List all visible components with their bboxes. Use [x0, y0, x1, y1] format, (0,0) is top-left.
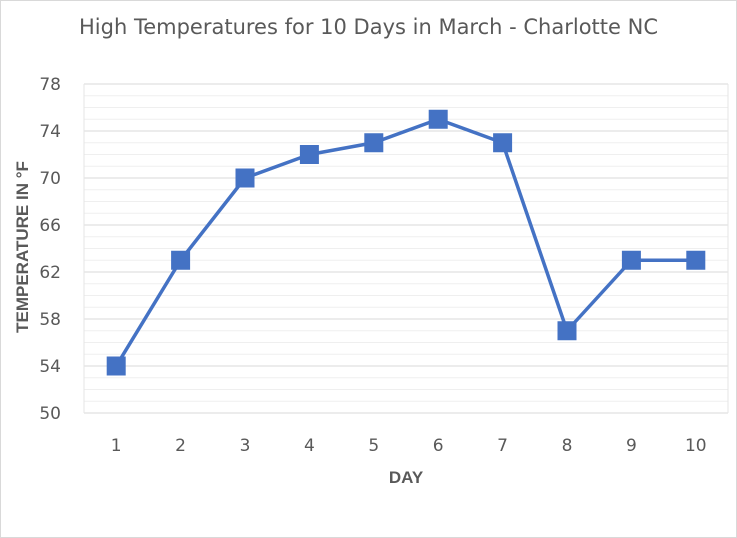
data-point-marker	[299, 145, 319, 164]
x-tick-label: 10	[685, 436, 707, 456]
y-tick-label: 66	[39, 216, 61, 236]
chart-title: High Temperatures for 10 Days in March -…	[79, 15, 658, 39]
x-tick-label: 8	[562, 436, 573, 456]
y-axis-title: TEMPERATURE IN °F	[13, 161, 32, 333]
data-point-marker	[106, 356, 126, 376]
x-axis-title: DAY	[389, 468, 424, 487]
x-tick-label: 2	[175, 436, 186, 456]
y-tick-label: 74	[39, 122, 61, 142]
series-line	[114, 117, 698, 368]
data-point-marker	[364, 133, 384, 153]
y-tick-label: 62	[39, 263, 61, 283]
x-tick-label: 7	[497, 436, 508, 456]
x-tick-label: 4	[304, 436, 315, 456]
x-tick-label: 3	[240, 436, 251, 456]
y-tick-label: 54	[39, 357, 61, 377]
data-point-marker	[493, 133, 513, 153]
data-point-marker	[428, 109, 448, 129]
y-tick-label: 70	[39, 169, 61, 189]
y-axis-ticks: 50 54 58 62 66 70 74 78	[39, 75, 61, 424]
y-tick-label: 58	[39, 310, 61, 330]
x-tick-label: 1	[111, 436, 122, 456]
x-axis-ticks: 1 2 3 4 5 6 7 8 9 10	[111, 436, 707, 456]
data-point-marker	[686, 250, 706, 270]
data-point-marker	[557, 321, 577, 341]
data-point-marker	[621, 250, 641, 270]
y-tick-label: 78	[39, 75, 61, 95]
data-point-marker	[171, 250, 191, 270]
series-high-temperature	[106, 109, 706, 376]
x-tick-label: 9	[626, 436, 637, 456]
x-tick-label: 6	[433, 436, 444, 456]
x-tick-label: 5	[368, 436, 379, 456]
gridlines	[83, 83, 729, 414]
data-point-marker	[235, 168, 255, 188]
y-tick-label: 50	[39, 404, 61, 424]
